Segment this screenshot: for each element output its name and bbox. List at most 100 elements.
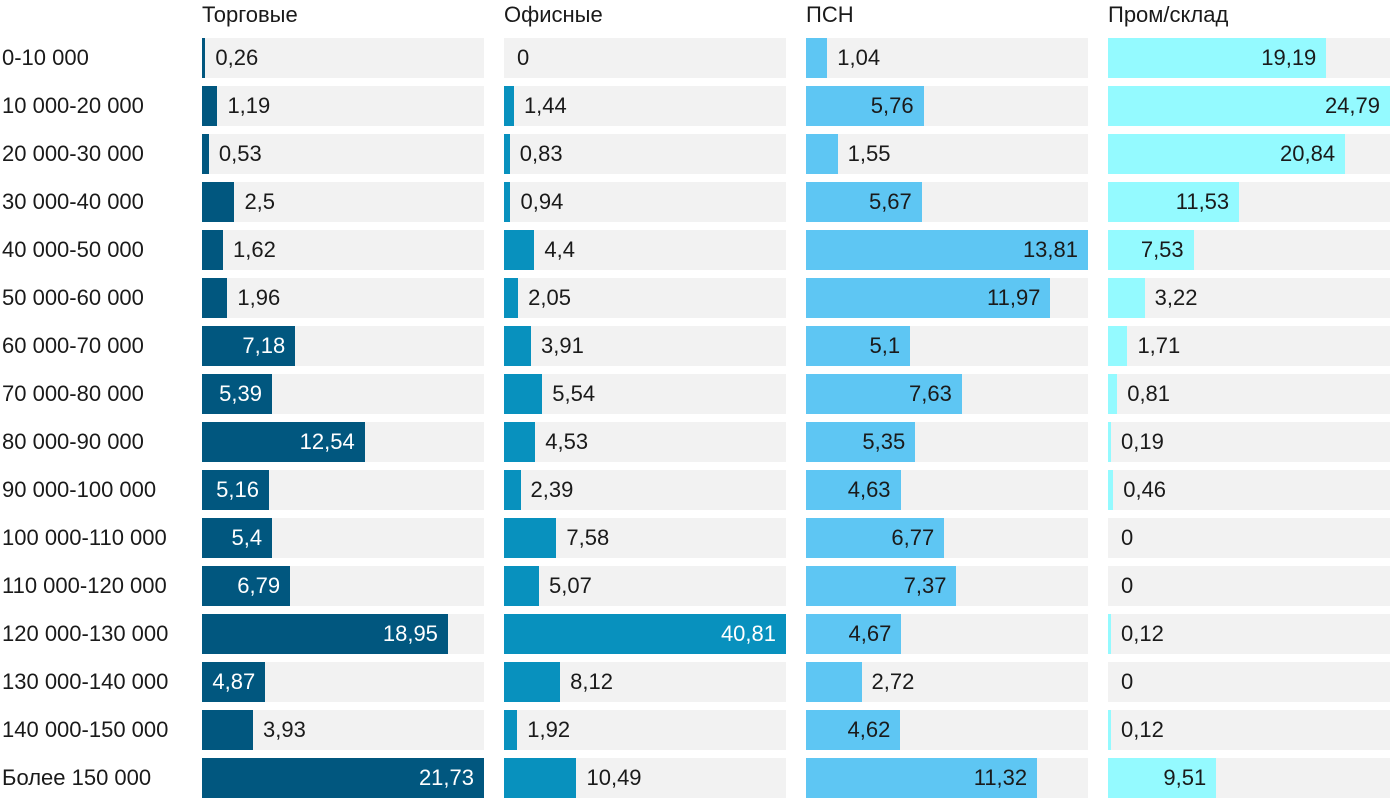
bar [504, 86, 514, 126]
bar-track: 4,67 [806, 614, 1088, 654]
data-label: 0,94 [520, 189, 564, 214]
data-label: 19,19 [1261, 45, 1317, 70]
data-label: 5,16 [216, 477, 259, 502]
series-header: Офисные [504, 2, 603, 27]
bar [202, 710, 253, 750]
data-label: 11,97 [987, 285, 1041, 310]
bar [1108, 38, 1326, 78]
bar [504, 422, 535, 462]
bar-track: 0,12 [1108, 614, 1390, 654]
bar [1108, 470, 1113, 510]
bar-track: 40,81 [504, 614, 786, 654]
data-label: 5,76 [870, 93, 914, 118]
bar [202, 470, 269, 510]
bar [504, 230, 534, 270]
bar-track: 3,91 [504, 326, 786, 366]
category-label: 140 000-150 000 [2, 717, 169, 742]
data-label: 7,37 [903, 573, 947, 598]
category-label: 20 000-30 000 [2, 141, 144, 166]
category-label: 10 000-20 000 [2, 93, 144, 118]
data-label: 1,04 [837, 45, 881, 70]
data-label: 5,39 [219, 381, 262, 406]
bar [806, 134, 838, 174]
bar [806, 38, 827, 78]
bar-track: 5,67 [806, 182, 1088, 222]
data-label: 1,44 [523, 93, 567, 118]
data-label: 9,51 [1163, 765, 1207, 790]
bar-track: 13,81 [806, 230, 1088, 270]
bar-track: 1,96 [202, 278, 484, 318]
bar-track: 5,39 [202, 374, 484, 414]
data-label: 11,53 [1175, 189, 1230, 214]
bar-track: 5,07 [504, 566, 786, 606]
category-label: Более 150 000 [2, 765, 152, 790]
bar-track: 1,71 [1108, 326, 1390, 366]
bar-track: 5,1 [806, 326, 1088, 366]
bar-track: 12,54 [202, 422, 484, 462]
bar [1108, 374, 1117, 414]
bar-track: 0,81 [1108, 374, 1390, 414]
bar [1108, 230, 1194, 270]
bar [806, 662, 862, 702]
bar-track: 0,12 [1108, 710, 1390, 750]
bar [504, 470, 521, 510]
category-label: 120 000-130 000 [2, 621, 169, 646]
data-label: 4,67 [848, 621, 892, 646]
bar-track: 1,62 [202, 230, 484, 270]
bar [202, 134, 209, 174]
bar-track: 2,39 [504, 470, 786, 510]
bar [202, 182, 234, 222]
data-label: 0,53 [218, 141, 262, 166]
bar [806, 182, 922, 222]
bar-track: 0,53 [202, 134, 484, 174]
bar-track: 1,44 [504, 86, 786, 126]
bar [504, 758, 576, 798]
bar-track: 0 [1108, 566, 1390, 606]
bar [504, 566, 539, 606]
data-label: 0,19 [1121, 429, 1164, 454]
bar-track: 2,72 [806, 662, 1088, 702]
data-label: 4,62 [847, 717, 891, 742]
data-label: 3,93 [263, 717, 306, 742]
data-label: 0 [1121, 573, 1134, 598]
bar [806, 710, 900, 750]
bar-track: 20,84 [1108, 134, 1390, 174]
category-label: 90 000-100 000 [2, 477, 157, 502]
data-label: 5,35 [862, 429, 906, 454]
data-label: 0,81 [1127, 381, 1171, 406]
data-label: 4,87 [212, 669, 256, 694]
bar-track: 2,5 [202, 182, 484, 222]
data-label: 12,54 [299, 429, 355, 454]
bar [1108, 86, 1390, 126]
data-label: 0 [517, 45, 530, 70]
bar-track: 11,32 [806, 758, 1088, 798]
data-label: 2,39 [530, 477, 574, 502]
bar-track: 11,53 [1108, 182, 1390, 222]
data-label: 1,62 [233, 237, 276, 262]
bar [504, 374, 542, 414]
data-label: 5,67 [868, 189, 912, 214]
data-label: 2,05 [528, 285, 571, 310]
category-label: 100 000-110 000 [2, 525, 167, 550]
data-label: 0,46 [1123, 477, 1167, 502]
bar-track: 9,51 [1108, 758, 1390, 798]
category-label: 70 000-80 000 [2, 381, 144, 406]
category-label: 30 000-40 000 [2, 189, 144, 214]
bar [1108, 134, 1345, 174]
data-label: 40,81 [720, 621, 776, 646]
bar [1108, 758, 1216, 798]
bar-track: 11,97 [806, 278, 1088, 318]
data-label: 7,18 [242, 333, 286, 358]
bar-track: 5,4 [202, 518, 484, 558]
bar [1108, 614, 1111, 654]
bar-track: 0 [1108, 518, 1390, 558]
data-label: 18,95 [382, 621, 438, 646]
bar-track: 4,53 [504, 422, 786, 462]
data-label: 1,92 [527, 717, 571, 742]
bar-track: 0,26 [202, 38, 484, 78]
bar-track: 6,79 [202, 566, 484, 606]
bar [1108, 278, 1145, 318]
data-label: 0 [1121, 669, 1134, 694]
bar-track: 0,94 [504, 182, 786, 222]
